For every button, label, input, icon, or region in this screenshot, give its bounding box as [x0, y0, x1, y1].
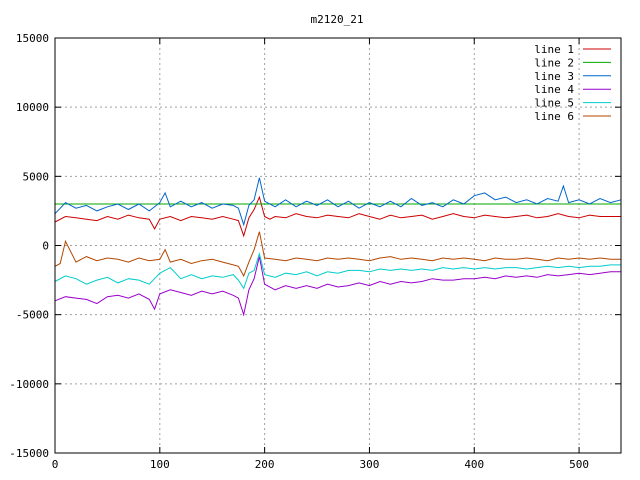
y-tick-label: 10000 — [16, 101, 49, 114]
legend-label-5: line 5 — [534, 97, 574, 110]
x-tick-label: 100 — [150, 458, 170, 471]
x-tick-label: 300 — [360, 458, 380, 471]
y-tick-label: 15000 — [16, 32, 49, 45]
legend-label-4: line 4 — [534, 83, 574, 96]
grid-lines — [55, 38, 621, 453]
legend-label-2: line 2 — [534, 56, 574, 69]
axis-ticks: 0 100 200 300 400 500 -15000 -10000 -5000 0 5000 10… — [9, 32, 621, 471]
y-tick-label: 0 — [42, 240, 49, 253]
series-line-1 — [54, 195, 621, 238]
y-tick-label: -5000 — [16, 309, 49, 322]
chart-title: m2120_21 — [311, 13, 364, 26]
x-tick-label: 500 — [569, 458, 589, 471]
y-tick-label: 5000 — [23, 170, 50, 183]
legend-label-3: line 3 — [534, 70, 574, 83]
x-tick-label: 200 — [255, 458, 275, 471]
y-tick-label: -10000 — [9, 378, 49, 391]
series-lines — [54, 177, 622, 317]
x-tick-label: 0 — [52, 458, 59, 471]
y-tick-label: -15000 — [9, 447, 49, 460]
series-line-4 — [54, 256, 621, 317]
legend-label-1: line 1 — [534, 43, 574, 56]
series-line-3 — [54, 177, 622, 227]
x-tick-label: 400 — [464, 458, 484, 471]
series-line-5 — [54, 251, 621, 290]
series-line-6 — [54, 231, 621, 278]
legend-label-6: line 6 — [534, 110, 574, 123]
